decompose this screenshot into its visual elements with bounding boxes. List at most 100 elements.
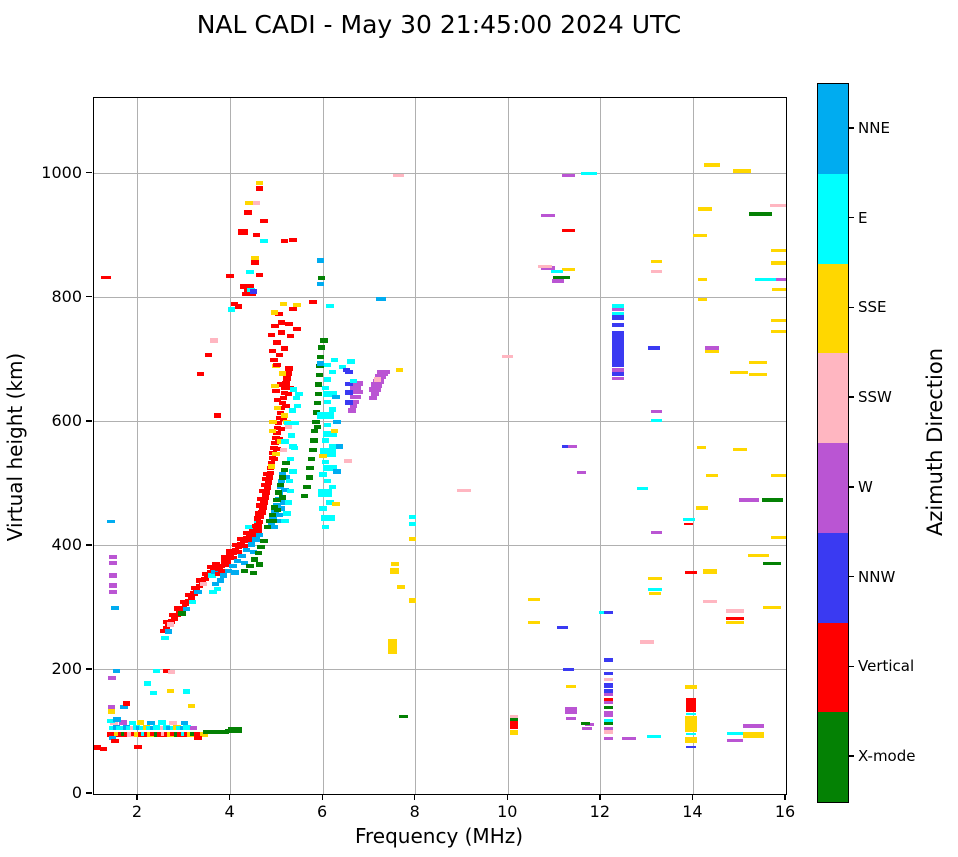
data-point xyxy=(260,538,268,544)
data-point xyxy=(289,469,297,474)
data-point xyxy=(176,608,184,614)
data-point xyxy=(213,413,222,418)
data-point xyxy=(228,727,243,734)
data-point xyxy=(200,732,208,737)
data-point xyxy=(307,456,316,462)
x-tick-label-6: 6 xyxy=(317,802,328,821)
data-point xyxy=(189,726,198,731)
data-point xyxy=(107,704,116,710)
data-point xyxy=(262,490,270,495)
data-point xyxy=(313,401,322,406)
data-point xyxy=(648,587,662,591)
data-point xyxy=(333,419,341,424)
data-point xyxy=(109,583,117,588)
data-point xyxy=(321,385,330,390)
data-point xyxy=(317,411,334,420)
plot-area xyxy=(93,97,787,795)
data-point xyxy=(277,478,286,483)
data-point xyxy=(282,475,290,480)
data-point xyxy=(211,569,219,575)
data-point xyxy=(510,714,519,718)
data-point xyxy=(702,569,717,575)
data-point xyxy=(260,238,268,243)
data-point xyxy=(369,387,377,392)
data-point xyxy=(274,405,282,411)
data-point xyxy=(317,361,325,366)
data-point xyxy=(159,628,168,633)
data-point xyxy=(170,616,179,621)
data-point xyxy=(351,399,360,405)
data-point xyxy=(212,562,220,567)
data-point xyxy=(324,377,332,382)
data-point xyxy=(227,307,236,312)
data-point xyxy=(258,489,267,494)
data-point xyxy=(324,362,332,367)
data-point xyxy=(120,704,128,710)
data-point xyxy=(285,321,293,326)
colorbar-tick-nnw xyxy=(849,575,854,578)
y-tick-800 xyxy=(86,296,92,298)
data-point xyxy=(247,542,256,547)
data-point xyxy=(342,368,350,373)
x-tick-10 xyxy=(506,794,508,800)
data-point xyxy=(276,439,285,444)
data-point xyxy=(263,485,272,490)
x-tick-label-12: 12 xyxy=(589,802,611,821)
y-tick-label-0: 0 xyxy=(71,783,82,802)
data-point xyxy=(317,281,325,287)
data-point xyxy=(213,587,222,592)
data-point xyxy=(685,715,698,732)
data-point xyxy=(576,471,587,475)
data-point xyxy=(215,571,223,576)
gridline-x-4 xyxy=(230,98,232,794)
data-point xyxy=(345,400,353,405)
data-point xyxy=(281,439,289,444)
data-point xyxy=(245,525,253,530)
data-point xyxy=(289,306,297,312)
data-point xyxy=(748,212,773,216)
data-point xyxy=(311,428,319,434)
data-point xyxy=(273,518,281,524)
data-point xyxy=(686,732,697,736)
data-point xyxy=(229,551,237,556)
data-point xyxy=(270,525,279,530)
data-point xyxy=(147,721,155,726)
data-point xyxy=(581,172,598,176)
data-point xyxy=(317,345,325,350)
data-point xyxy=(180,721,188,726)
data-point xyxy=(166,726,174,731)
colorbar-tick-w xyxy=(849,486,854,488)
data-point xyxy=(349,378,357,384)
data-point xyxy=(166,688,175,694)
data-point xyxy=(770,249,786,253)
data-point xyxy=(231,570,239,575)
data-point xyxy=(282,404,290,409)
data-point xyxy=(551,269,563,273)
data-point xyxy=(330,428,339,434)
data-point xyxy=(348,408,356,413)
data-point xyxy=(567,445,577,449)
data-point xyxy=(328,444,337,449)
data-point xyxy=(139,726,147,731)
data-point xyxy=(293,326,301,331)
data-point xyxy=(276,382,285,387)
data-point xyxy=(271,324,279,329)
data-point xyxy=(109,589,117,594)
data-point xyxy=(317,258,325,263)
data-point xyxy=(107,732,115,737)
y-tick-400 xyxy=(86,544,92,546)
data-point xyxy=(276,410,285,416)
data-point xyxy=(178,611,186,616)
data-point xyxy=(108,675,116,681)
data-point xyxy=(173,732,181,737)
data-point xyxy=(528,597,540,601)
data-point xyxy=(510,718,519,721)
data-point xyxy=(119,720,127,725)
data-point xyxy=(501,355,514,359)
data-point xyxy=(604,718,614,722)
data-point xyxy=(278,495,287,500)
data-point xyxy=(218,563,226,568)
data-point xyxy=(234,304,243,309)
data-point xyxy=(293,404,302,409)
data-point xyxy=(234,549,243,555)
